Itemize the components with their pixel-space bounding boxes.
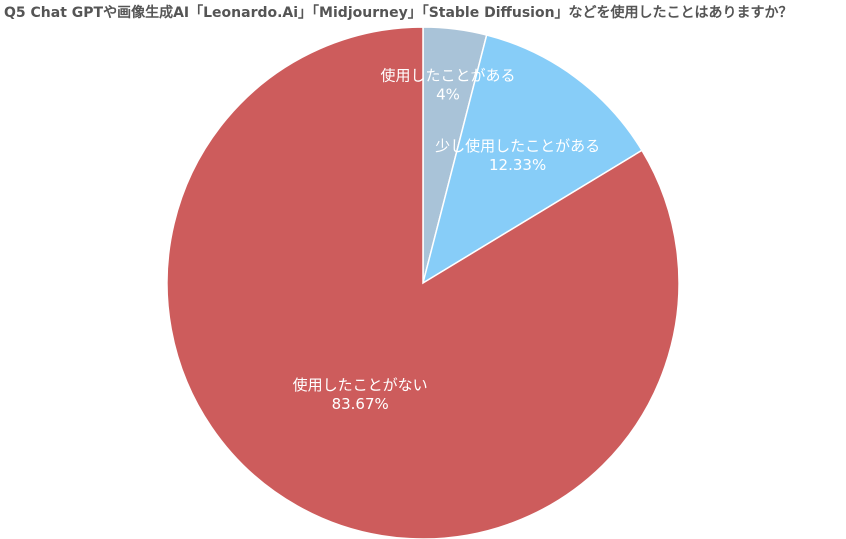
slice-label: 使用したことがある bbox=[381, 66, 516, 84]
slice-value-label: 4% bbox=[436, 85, 460, 103]
slice-label: 少し使用したことがある bbox=[435, 137, 600, 155]
chart-title: Q5 Chat GPTや画像生成AI「Leonardo.Ai」「Midjourn… bbox=[4, 4, 793, 21]
pie-slice bbox=[421, 34, 643, 285]
slice-label: 使用したことがない bbox=[293, 376, 428, 394]
slice-value-label: 12.33% bbox=[489, 156, 546, 174]
pie-slice bbox=[166, 26, 680, 539]
slice-value-label: 83.67% bbox=[332, 395, 389, 413]
